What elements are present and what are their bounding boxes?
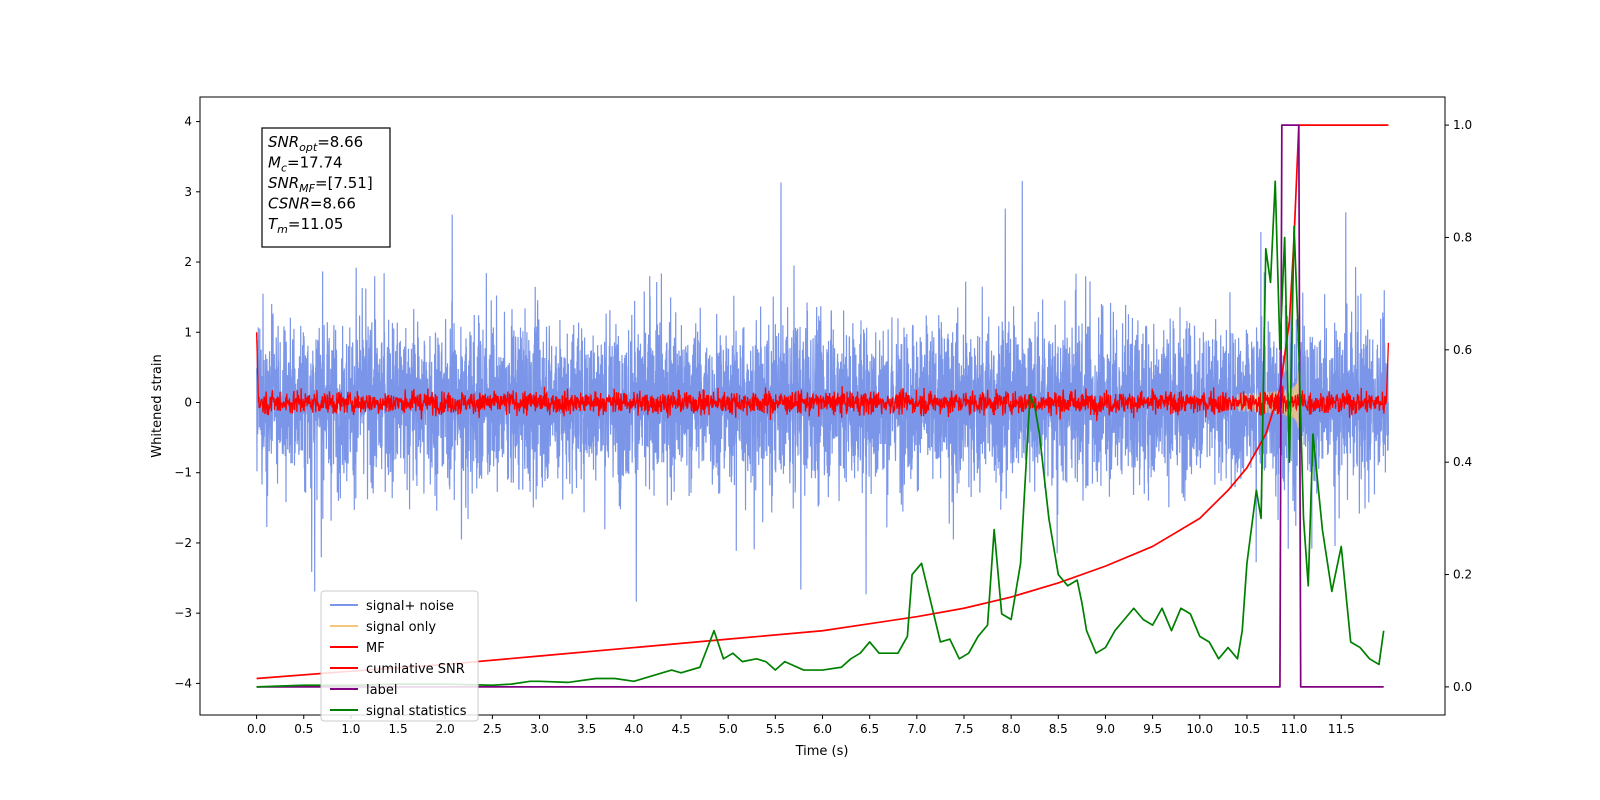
x-tick-label: 6.5 (860, 722, 879, 736)
x-tick-label: 8.5 (1049, 722, 1068, 736)
y-left-tick-label: 0 (184, 395, 192, 409)
y-right-tick-label: 0.2 (1453, 568, 1472, 582)
legend-frame (320, 590, 479, 722)
y-left-tick-label: −1 (174, 466, 192, 480)
y-left-tick-label: 4 (184, 115, 192, 129)
series-label-line (256, 124, 1384, 688)
x-tick-label: 7.5 (954, 722, 973, 736)
y-axis-left: −4 −3 −2 −1 0 1 2 3 4 (174, 115, 200, 690)
x-tick-label: 3.5 (577, 722, 596, 736)
legend-label: signal statistics (366, 704, 467, 719)
info-line: SNRopt=8.66 (268, 133, 363, 154)
info-line: CSNR=8.66 (268, 195, 356, 213)
y-left-tick-label: −3 (174, 606, 192, 620)
x-tick-label: 5.0 (719, 722, 738, 736)
y-left-tick-label: −2 (174, 536, 192, 550)
x-tick-label: 6.0 (813, 722, 832, 736)
info-box-frame (261, 127, 391, 248)
x-tick-label: 2.0 (436, 722, 455, 736)
series-signal-noise-line (255, 180, 1390, 602)
legend-items: signal+ noise signal only MF cumilative SNR… (330, 599, 467, 719)
info-box: SNRopt=8.66Mc=17.74SNRMF=[7.51]CSNR=8.66… (261, 127, 391, 248)
x-tick-label: 9.0 (1096, 722, 1115, 736)
y-right-tick-label: 0.8 (1453, 230, 1472, 244)
legend-label: cumilative SNR (366, 662, 465, 677)
series-mf-line (255, 332, 1390, 422)
series-cumilative-snr-line (256, 124, 1389, 680)
x-tick-label: 11.5 (1328, 722, 1355, 736)
x-tick-label: 3.0 (530, 722, 549, 736)
x-tick-label: 4.5 (671, 722, 690, 736)
y-right-tick-label: 1.0 (1453, 118, 1472, 132)
x-tick-label: 8.0 (1002, 722, 1021, 736)
y-right-tick-label: 0.0 (1453, 680, 1472, 694)
y-left-tick-label: 2 (184, 255, 192, 269)
x-tick-label: 5.5 (766, 722, 785, 736)
y-axis-right: 0.0 0.2 0.4 0.6 0.8 1.0 (1445, 118, 1472, 694)
info-box-lines: SNRopt=8.66Mc=17.74SNRMF=[7.51]CSNR=8.66… (268, 133, 373, 236)
x-tick-label: 1.0 (341, 722, 360, 736)
x-tick-label: 10.0 (1186, 722, 1213, 736)
info-line: Tm=11.05 (268, 215, 343, 236)
y-right-tick-label: 0.6 (1453, 343, 1472, 357)
legend-label: signal only (366, 620, 436, 635)
y-left-tick-label: 1 (184, 325, 192, 339)
x-axis-label: Time (s) (795, 744, 849, 759)
y-left-tick-label: −4 (174, 676, 192, 690)
legend-label: MF (366, 641, 385, 656)
x-tick-label: 4.0 (624, 722, 643, 736)
x-tick-label: 1.5 (389, 722, 408, 736)
legend-label: label (366, 683, 397, 698)
x-tick-label: 0.0 (247, 722, 266, 736)
legend-label: signal+ noise (366, 599, 454, 614)
x-axis: 0.0 0.5 1.0 1.5 2.0 2.5 3.0 3.5 4.0 4.5 5.0 5.5 6.0 6… (247, 715, 1355, 736)
y-axis-label: Whitened strain (150, 354, 165, 457)
x-tick-label: 10.5 (1234, 722, 1261, 736)
legend: signal+ noise signal only MF cumilative SNR… (320, 590, 479, 722)
y-left-tick-label: 3 (184, 185, 192, 199)
x-tick-label: 9.5 (1143, 722, 1162, 736)
info-line: Mc=17.74 (268, 154, 343, 175)
y-right-tick-label: 0.4 (1453, 455, 1472, 469)
info-line: SNRMF=[7.51] (268, 174, 373, 195)
x-tick-label: 11.0 (1281, 722, 1308, 736)
x-tick-label: 7.0 (907, 722, 926, 736)
plot-area (255, 124, 1390, 688)
x-tick-label: 0.5 (294, 722, 313, 736)
x-tick-label: 2.5 (483, 722, 502, 736)
